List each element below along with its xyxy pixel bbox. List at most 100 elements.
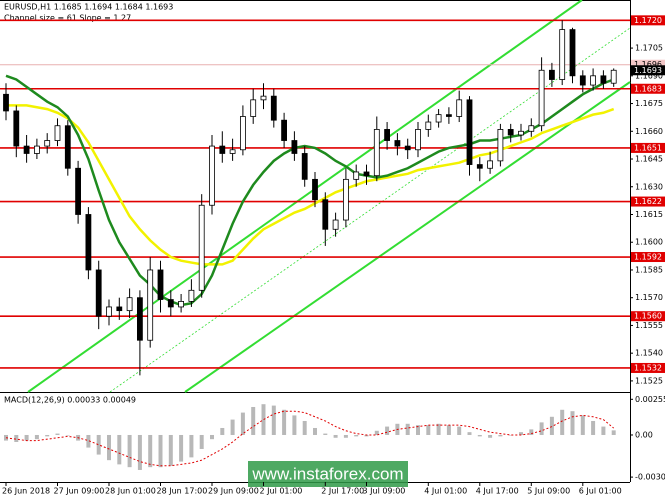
candle-body bbox=[445, 114, 452, 117]
macd-bar bbox=[127, 434, 132, 468]
x-tick-label: 5 Jul 09:00 bbox=[527, 487, 570, 496]
x-tick-label: 26 Jun 2018 bbox=[2, 487, 50, 496]
macd-bar bbox=[611, 430, 616, 435]
candle-body bbox=[466, 99, 473, 165]
level-label: 1.1592 bbox=[634, 253, 662, 262]
macd-bar bbox=[14, 434, 19, 442]
candle-body bbox=[487, 160, 494, 169]
x-tick-label: 4 Jul 17:00 bbox=[476, 487, 519, 496]
macd-bar bbox=[467, 432, 472, 435]
candle-body bbox=[23, 145, 30, 154]
candle-body bbox=[579, 75, 586, 86]
candle-body bbox=[106, 306, 112, 317]
macd-bar bbox=[24, 434, 29, 441]
macd-bar bbox=[137, 434, 142, 470]
x-tick-label: 3 Jul 09:00 bbox=[363, 487, 406, 496]
y-tick-label: 1.1645 bbox=[635, 155, 663, 164]
level-label-box bbox=[631, 196, 665, 207]
x-tick-label: 6 Jul 01:00 bbox=[579, 487, 622, 496]
macd-bar bbox=[55, 433, 60, 435]
candle-body bbox=[394, 140, 401, 147]
macd-bar bbox=[426, 425, 431, 435]
candle-body bbox=[415, 129, 421, 151]
level-label: 1.1683 bbox=[634, 84, 662, 93]
y-tick-label: 1.1540 bbox=[635, 349, 663, 358]
macd-bar bbox=[436, 423, 441, 435]
candle-body bbox=[363, 171, 370, 177]
macd-bar bbox=[549, 416, 554, 435]
macd-bar bbox=[508, 434, 513, 436]
candle-body bbox=[559, 29, 566, 80]
macd-bar bbox=[117, 434, 122, 465]
candle-body bbox=[44, 140, 51, 147]
x-tick-label: 2 Jul 01:00 bbox=[260, 487, 303, 496]
candle-body bbox=[373, 129, 380, 177]
candle-body bbox=[75, 167, 81, 215]
candle-body bbox=[384, 129, 391, 141]
candle-body bbox=[281, 119, 288, 141]
macd-bar bbox=[591, 420, 596, 435]
y-tick-label: 1.1690 bbox=[635, 71, 663, 80]
x-tick-label: 2 Jul 17:00 bbox=[321, 487, 364, 496]
macd-bar bbox=[230, 419, 235, 435]
y-tick-label: 1.1525 bbox=[635, 376, 663, 385]
candle-body bbox=[528, 125, 535, 132]
level-label: 1.1560 bbox=[634, 312, 662, 321]
x-tick-label: 4 Jul 01:00 bbox=[424, 487, 467, 496]
macd-bar bbox=[210, 434, 214, 440]
candle-body bbox=[126, 297, 133, 312]
macd-bar bbox=[416, 425, 420, 435]
y-tick-label: 1.1570 bbox=[635, 293, 663, 302]
macd-bar bbox=[539, 422, 544, 435]
macd-bar bbox=[374, 430, 379, 435]
moving-average bbox=[5, 74, 615, 307]
candle-body bbox=[54, 125, 61, 141]
macd-bar bbox=[45, 434, 50, 437]
candle-body bbox=[157, 269, 164, 300]
macd-bar bbox=[179, 434, 184, 462]
candle-body bbox=[188, 289, 195, 302]
moving-average bbox=[6, 104, 615, 266]
macd-bar bbox=[560, 409, 565, 435]
candle-body bbox=[610, 69, 617, 84]
candle-body bbox=[136, 297, 143, 341]
macd-bar bbox=[240, 412, 245, 435]
channel-line bbox=[184, 81, 631, 393]
level-label-box bbox=[631, 362, 665, 373]
macd-bar bbox=[271, 405, 276, 435]
macd-bar bbox=[343, 434, 348, 438]
macd-bar bbox=[580, 415, 585, 435]
macd-bar bbox=[189, 434, 194, 458]
candle-body bbox=[64, 125, 71, 169]
macd-bar bbox=[333, 434, 338, 438]
chart-title: EURUSD,H1 1.1685 1.1694 1.1684 1.1693 bbox=[4, 3, 173, 12]
macd-bar bbox=[385, 426, 390, 435]
macd-bar bbox=[168, 434, 173, 466]
x-tick-label: 29 Jun 09:00 bbox=[208, 487, 259, 496]
candle-body bbox=[425, 121, 432, 130]
level-label: 1.1622 bbox=[634, 197, 662, 206]
macd-bar bbox=[292, 415, 297, 435]
macd-bar bbox=[323, 433, 328, 435]
candle-body bbox=[332, 219, 339, 230]
candle-body bbox=[198, 204, 205, 291]
level-label-box bbox=[631, 142, 665, 153]
candle-body bbox=[435, 114, 442, 123]
macd-bar bbox=[282, 409, 287, 435]
level-label-box bbox=[631, 15, 665, 26]
candle-body bbox=[229, 149, 236, 154]
chart-subtitle: Channel size = 61 Slope = 1.27 bbox=[4, 14, 131, 23]
y-tick-label: 1.1675 bbox=[635, 99, 663, 108]
candle-body bbox=[291, 140, 298, 154]
macd-bar bbox=[498, 434, 503, 437]
macd-bar bbox=[446, 425, 451, 435]
ask-label: 1.1696 bbox=[634, 60, 662, 69]
candle-body bbox=[3, 93, 9, 112]
macd-bar bbox=[158, 434, 163, 468]
candle-body bbox=[549, 69, 555, 80]
candle-body bbox=[95, 269, 102, 317]
candle-body bbox=[178, 300, 185, 308]
candle-body bbox=[497, 129, 504, 162]
